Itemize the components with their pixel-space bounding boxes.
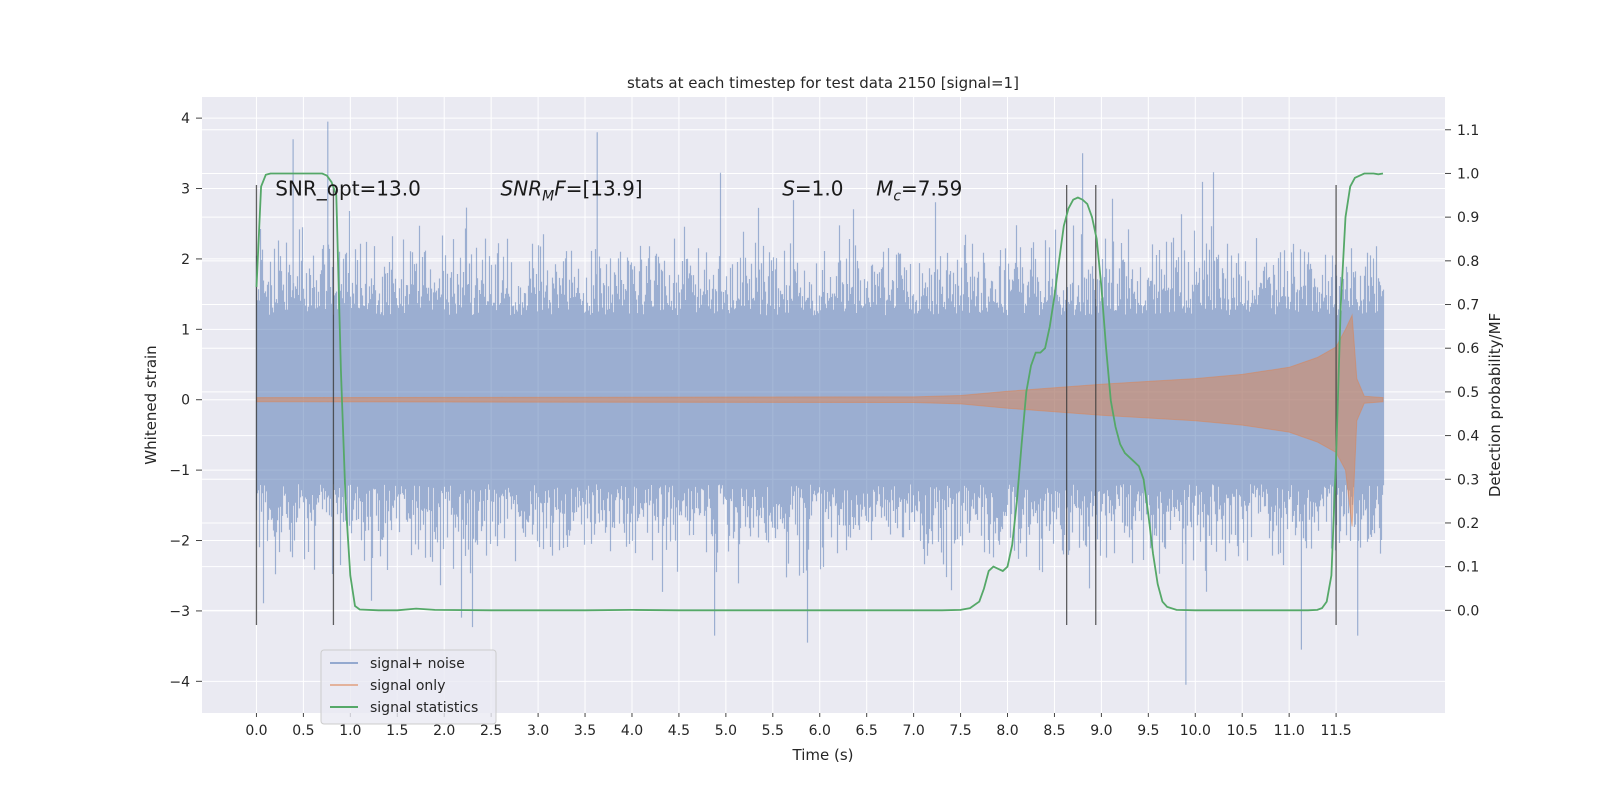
x-tick-label: 2.5 [480,723,502,739]
x-tick-label: 0.0 [245,723,267,739]
y-tick-label: 4 [181,111,190,127]
x-tick-label: 5.5 [762,723,784,739]
y2-tick-label: 0.2 [1457,516,1479,532]
legend-label-signal-only: signal only [370,678,445,694]
y-tick-label: −4 [169,674,190,690]
x-tick-label: 3.5 [574,723,596,739]
x-tick-label: 8.0 [996,723,1018,739]
signal-statistics-line [255,172,1384,612]
y2-tick-label: 0.5 [1457,385,1479,401]
x-tick-label: 10.5 [1227,723,1258,739]
x-tick-label: 1.5 [386,723,408,739]
x-tick-label: 3.0 [527,723,549,739]
annotation-text: Mc=7.59 [876,177,962,205]
y2-axis-label: Detection probability/MF [1486,313,1504,497]
y-axis-ticks: −4 −3 −2 −1 0 1 2 3 4 [169,111,202,690]
y2-tick-label: 0.7 [1457,298,1479,314]
y2-tick-label: 1.0 [1457,166,1479,182]
x-tick-label: 4.0 [621,723,643,739]
x-tick-label: 11.0 [1274,723,1305,739]
y2-tick-label: 0.3 [1457,472,1479,488]
x-tick-label: 5.0 [715,723,737,739]
x-tick-label: 2.0 [433,723,455,739]
legend-label-signal-statistics: signal statistics [370,700,478,716]
x-tick-label: 7.0 [902,723,924,739]
legend-label-signal-plus-noise: signal+ noise [370,656,465,672]
series-signal-only [256,313,1384,527]
y2-axis-ticks: 0.0 0.1 0.2 0.3 0.4 0.5 0.6 0.7 0.8 0.9 1.0 1.1 [1445,123,1479,619]
signal-only-trace [256,313,1384,527]
x-axis-ticks: 0.0 0.5 1.0 1.5 2.0 2.5 3.0 3.5 4.0 4.5 5.0 5.5 6.0 6… [245,713,1352,739]
series-signal-statistics [255,172,1384,612]
x-tick-label: 0.5 [292,723,314,739]
y-axis-label: Whitened strain [142,345,160,464]
y2-tick-label: 0.6 [1457,341,1479,357]
x-tick-label: 11.5 [1321,723,1352,739]
x-tick-label: 1.0 [339,723,361,739]
y-tick-label: −2 [169,534,190,550]
y-tick-label: 1 [181,322,190,338]
legend-box [320,649,497,725]
x-tick-label: 8.5 [1043,723,1065,739]
y2-tick-label: 0.0 [1457,603,1479,619]
x-tick-label: 9.0 [1090,723,1112,739]
x-tick-label: 9.5 [1137,723,1159,739]
annotation-text: S=1.0 [782,177,843,201]
y2-tick-label: 0.4 [1457,429,1479,445]
y-tick-label: 2 [181,252,190,268]
y2-tick-label: 0.1 [1457,560,1479,576]
y2-tick-label: 1.1 [1457,123,1479,139]
annotation-text: SNRMF=[13.9] [501,177,643,205]
vertical-markers [255,185,1337,625]
x-tick-label: 4.5 [668,723,690,739]
y-tick-label: 3 [181,182,190,198]
annotations: SNR_opt=13.0 SNRMF=[13.9] S=1.0 Mc=7.59 [275,177,962,205]
y2-tick-label: 0.9 [1457,210,1479,226]
x-tick-label: 7.5 [949,723,971,739]
x-axis-label: Time (s) [792,746,854,764]
legend: signal+ noise signal only signal statist… [320,649,497,725]
chart-title: stats at each timestep for test data 215… [627,74,1019,92]
x-tick-label: 6.5 [856,723,878,739]
y-tick-label: −1 [169,463,190,479]
y-tick-label: 0 [181,393,190,409]
annotation-text: SNR_opt=13.0 [275,177,421,201]
x-tick-label: 6.0 [809,723,831,739]
y-tick-label: −3 [169,604,190,620]
y2-tick-label: 0.8 [1457,254,1479,270]
x-tick-label: 10.0 [1180,723,1211,739]
